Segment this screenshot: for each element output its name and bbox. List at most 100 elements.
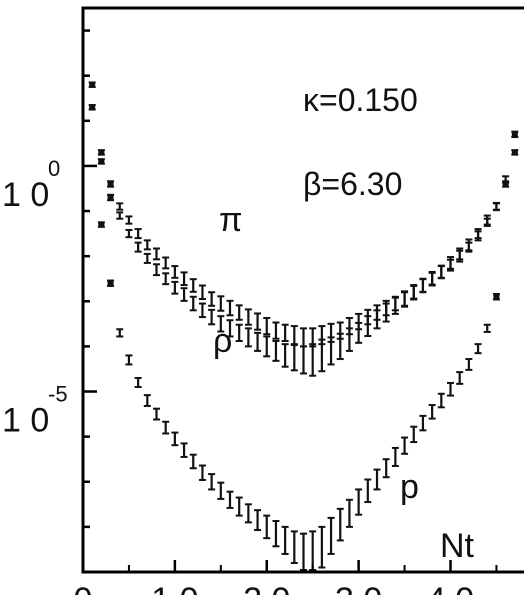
data-point xyxy=(208,291,216,307)
data-point xyxy=(244,308,252,326)
data-point xyxy=(290,325,298,346)
data-point xyxy=(189,295,197,312)
data-point xyxy=(345,498,353,528)
data-point xyxy=(116,211,124,220)
annotation-kappa: κ=0.150 xyxy=(303,82,418,118)
x-tick-label: 4 0 xyxy=(427,581,474,595)
data-point xyxy=(437,264,445,280)
data-point xyxy=(107,279,115,287)
data-point xyxy=(401,436,409,455)
data-point xyxy=(364,315,372,338)
data-point xyxy=(217,481,225,500)
data-point xyxy=(474,343,482,355)
data-point xyxy=(456,371,464,385)
data-point xyxy=(226,319,234,338)
annotation-beta: β=6.30 xyxy=(303,166,402,202)
data-point xyxy=(300,532,307,571)
data-point xyxy=(263,335,271,358)
data-point xyxy=(235,304,243,321)
data-point xyxy=(309,530,317,571)
data-point xyxy=(272,321,280,340)
x-tick-label: 3 0 xyxy=(335,581,382,595)
data-point xyxy=(511,130,519,139)
data-point xyxy=(189,453,197,470)
data-point xyxy=(502,175,510,184)
data-point xyxy=(465,238,473,252)
data-point xyxy=(447,381,454,397)
plot-frame xyxy=(81,6,524,574)
data-point xyxy=(419,277,427,294)
y-tick-label-exponent: 0 xyxy=(48,156,60,181)
data-point xyxy=(410,284,418,301)
data-point xyxy=(391,446,399,467)
series-label-rho: ρ xyxy=(213,322,232,360)
data-point xyxy=(134,376,142,389)
data-point xyxy=(198,302,206,319)
data-point xyxy=(318,338,326,373)
data-point xyxy=(143,394,151,407)
data-point xyxy=(401,290,409,308)
data-point xyxy=(336,332,344,361)
data-point xyxy=(88,104,96,111)
series-1 xyxy=(88,104,519,377)
data-point xyxy=(382,458,390,479)
data-point xyxy=(327,336,335,366)
data-point xyxy=(410,425,418,444)
data-point xyxy=(97,149,105,156)
data-point xyxy=(419,414,427,432)
data-point xyxy=(483,214,491,226)
data-point xyxy=(492,201,500,212)
data-point xyxy=(107,193,115,202)
data-point xyxy=(107,180,115,188)
chart-marks xyxy=(88,81,519,571)
data-point xyxy=(226,299,234,317)
data-point xyxy=(290,530,298,564)
data-point xyxy=(309,343,317,377)
series-label-p: p xyxy=(400,468,419,506)
data-point xyxy=(364,478,372,504)
data-point xyxy=(428,404,436,420)
data-point xyxy=(180,442,188,458)
data-point xyxy=(171,280,179,295)
data-point xyxy=(382,302,390,323)
data-point xyxy=(235,496,243,517)
data-point xyxy=(272,520,280,548)
y-tick-label-base: 1 0 xyxy=(2,176,49,214)
data-point xyxy=(180,271,188,287)
data-point xyxy=(290,344,298,372)
data-point xyxy=(217,315,225,333)
x-tick-label: 1 0 xyxy=(151,581,198,595)
data-point xyxy=(134,241,142,253)
y-ticks: 1 001 0-5 xyxy=(2,29,97,574)
data-point xyxy=(217,295,225,312)
data-point xyxy=(162,256,170,270)
series-label-pi: π xyxy=(219,201,242,239)
data-point xyxy=(125,354,133,366)
data-point xyxy=(373,309,381,330)
data-point xyxy=(198,284,206,301)
x-tick-label: 2 0 xyxy=(243,581,290,595)
data-point xyxy=(97,221,105,228)
data-point xyxy=(171,431,179,447)
data-point xyxy=(373,468,381,491)
data-point xyxy=(198,464,206,481)
data-point xyxy=(226,490,234,509)
data-point xyxy=(254,509,262,532)
data-point xyxy=(355,321,363,344)
data-point xyxy=(300,327,307,348)
data-point xyxy=(208,308,216,326)
data-point xyxy=(235,323,243,342)
data-point xyxy=(97,158,105,165)
data-point xyxy=(116,328,124,338)
data-point xyxy=(465,358,473,371)
data-point xyxy=(162,420,170,435)
y-tick-label-exponent: -5 xyxy=(48,382,68,407)
data-point xyxy=(254,331,262,352)
data-point xyxy=(125,228,133,239)
data-point xyxy=(244,503,252,524)
data-point xyxy=(281,343,289,368)
data-point xyxy=(88,81,96,88)
data-point xyxy=(447,256,454,270)
data-point xyxy=(171,265,179,279)
data-point xyxy=(336,507,344,542)
